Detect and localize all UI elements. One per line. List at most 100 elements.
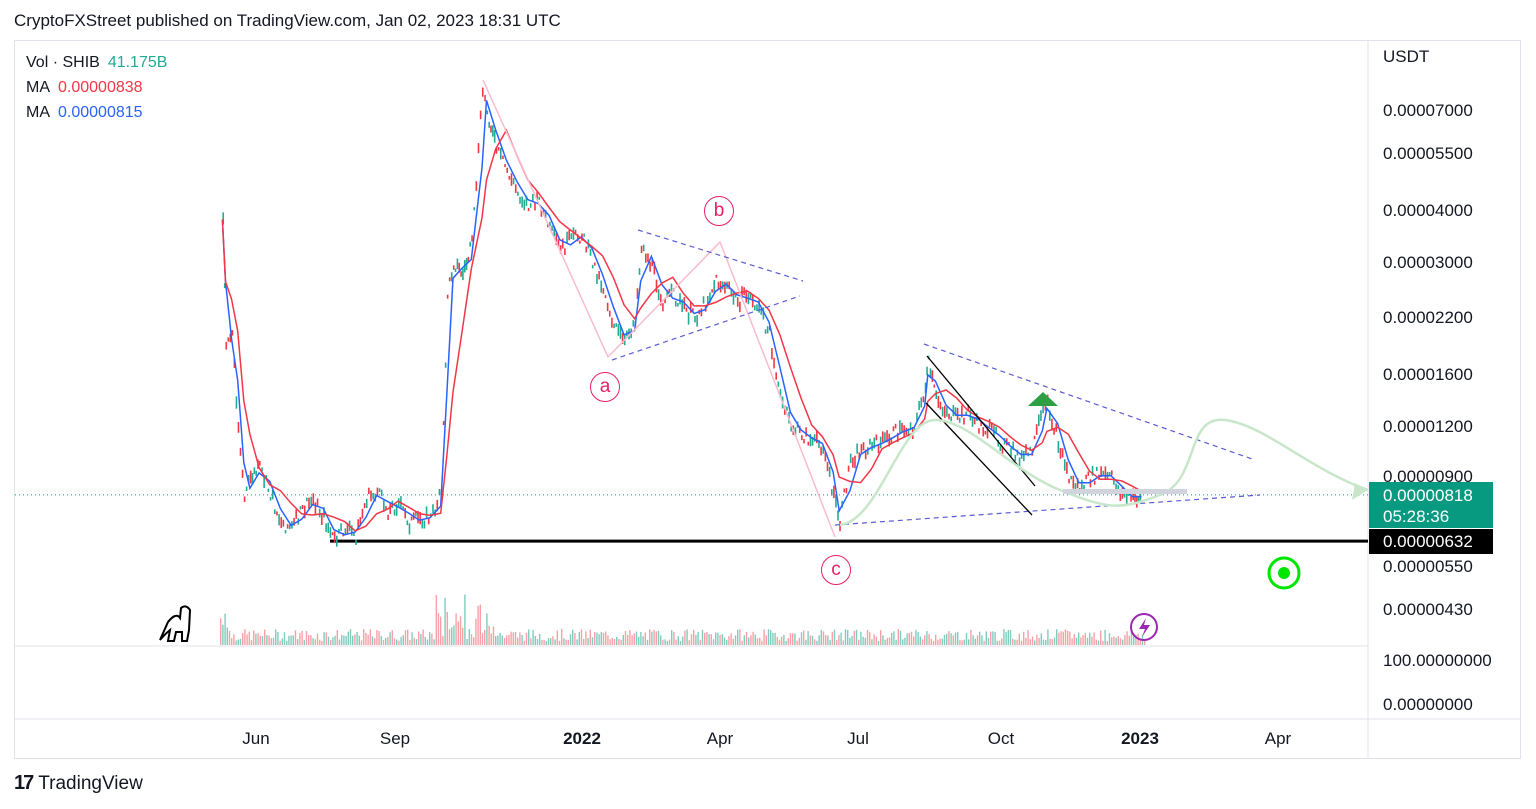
tradingview-footer[interactable]: 17 TradingView [14,772,143,795]
volume-bar [818,635,820,645]
volume-bar [948,631,950,645]
ma2-legend-row[interactable]: MA 0.00000815 [26,100,175,125]
volume-bar [745,631,748,645]
current-price-badge[interactable]: 0.00000818 05:28:36 [1369,482,1493,528]
volume-bar [895,639,897,645]
volume-bar [596,632,598,645]
volume-bar [239,638,242,645]
volume-bar [805,639,807,645]
volume-bar [387,637,389,645]
volume-bar [778,639,781,645]
volume-bar [385,637,387,645]
volume-bar [448,629,451,645]
volume-bar [1111,637,1113,645]
volume-bar [888,637,891,645]
price-candle [1093,480,1096,485]
volume-bar [880,630,882,645]
volume-bar [288,635,290,645]
volume-bar [534,636,536,645]
price-candle [327,522,330,534]
price-candle [711,289,713,293]
price-candle [922,396,925,403]
volume-bar [409,639,411,645]
volume-bar [1078,632,1080,645]
price-candle [355,539,357,545]
price-candle [557,239,560,247]
date-tick: Jul [847,729,869,748]
volume-bar [803,630,805,645]
volume-bar [1093,632,1095,645]
volume-bar [512,632,514,645]
volume-bar [310,635,312,645]
volume-bar [237,639,239,645]
price-candle [999,445,1002,451]
volume-bar [941,638,943,645]
volume-bar [712,639,715,645]
volume-bar [1089,632,1091,645]
volume-bar [759,637,761,645]
price-candle [253,467,256,475]
price-candle [920,397,923,408]
volume-bar [1047,629,1049,645]
price-candle [417,510,419,524]
volume-bar [748,637,750,645]
volume-bar [994,632,996,645]
volume-bar [651,631,653,645]
volume-bar [486,613,488,645]
volume-bar [510,631,512,645]
volume-legend-row[interactable]: Vol · SHIB 41.175B [26,50,175,75]
price-candle [1038,414,1040,427]
volume-bar [1119,638,1122,645]
price-candle [1081,479,1083,490]
volume-bar [926,631,928,645]
volume-bar [279,640,281,645]
price-candle [1110,470,1113,476]
volume-bar [404,630,407,645]
ma1-legend-row[interactable]: MA 0.00000838 [26,75,175,100]
volume-bar [1086,637,1089,645]
volume-bar [959,640,961,645]
volume-bar [270,638,272,645]
volume-bar [963,639,965,645]
price-candle [862,442,865,451]
volume-bar [1073,634,1075,645]
price-candle [1012,441,1014,450]
price-candle [452,265,455,270]
price-candle [1117,485,1120,490]
price-candle [442,421,445,426]
price-candle [984,430,987,435]
target-dot-icon [1278,567,1290,579]
price-candle [833,485,835,499]
price-candle [467,256,470,262]
wedge-lower-trendline [834,494,1261,526]
volume-bar [222,624,224,645]
price-candle [884,432,886,442]
volume-bar [972,635,974,645]
price-candle [816,430,818,444]
price-candle [632,320,635,327]
price-candle [901,422,903,432]
support-price-badge[interactable]: 0.00000632 [1369,529,1493,554]
volume-bar [686,629,688,645]
volume-bar [871,639,873,645]
price-candle [241,469,244,478]
volume-bar [600,631,602,645]
price-candle [950,416,952,422]
price-candle [497,147,500,151]
volume-bar [541,639,543,645]
volume-bar [268,635,270,645]
volume-bar [587,638,589,645]
volume-bar [921,639,924,645]
price-candle [481,87,484,97]
price-candle [805,427,807,437]
volume-bar [668,639,671,645]
price-candle [732,292,735,305]
price-candle [794,427,797,436]
price-candle [954,407,957,417]
price-candle [696,314,698,327]
volume-bar [882,635,884,645]
volume-bar [785,640,787,645]
price-candle [380,489,383,497]
volume-bar [726,639,728,645]
